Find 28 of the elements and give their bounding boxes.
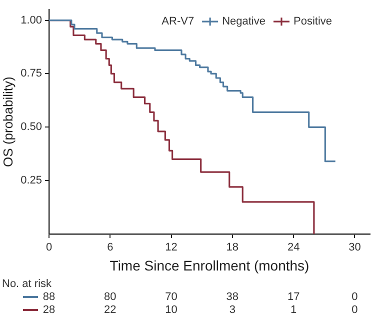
text: 10 [165,304,178,316]
text: 0 [352,304,358,316]
x-tick-label: 30 [348,242,361,254]
x-tick-label: 18 [226,242,239,254]
legend-title: AR-V7 [162,16,194,28]
x-tick-label: 24 [287,242,300,254]
text: 80 [104,291,116,304]
text: 22 [104,304,116,316]
y-axis-title: OS (probability) [0,76,16,167]
legend-label: Positive [293,16,332,28]
text: 0 [352,291,358,304]
y-tick-label: 0.75 [20,68,42,80]
text: 38 [226,291,239,304]
legend-label: Negative [222,16,266,28]
x-tick-label: 12 [165,242,178,254]
y-tick-label: 0.50 [20,121,42,134]
y-tick-label: 1.00 [20,14,42,26]
text: 28 [42,304,56,316]
x-axis-title: Time Since Enrollment (months) [110,257,310,274]
text: 70 [165,291,178,304]
text: 1 [290,304,297,316]
text: 3 [229,304,236,316]
text: No. at risk [2,278,52,290]
x-tick-label: 0 [46,242,52,254]
text: 88 [42,291,56,304]
y-tick-label: 0.25 [20,174,42,187]
x-tick-label: 6 [107,242,114,254]
text: 17 [287,291,300,304]
